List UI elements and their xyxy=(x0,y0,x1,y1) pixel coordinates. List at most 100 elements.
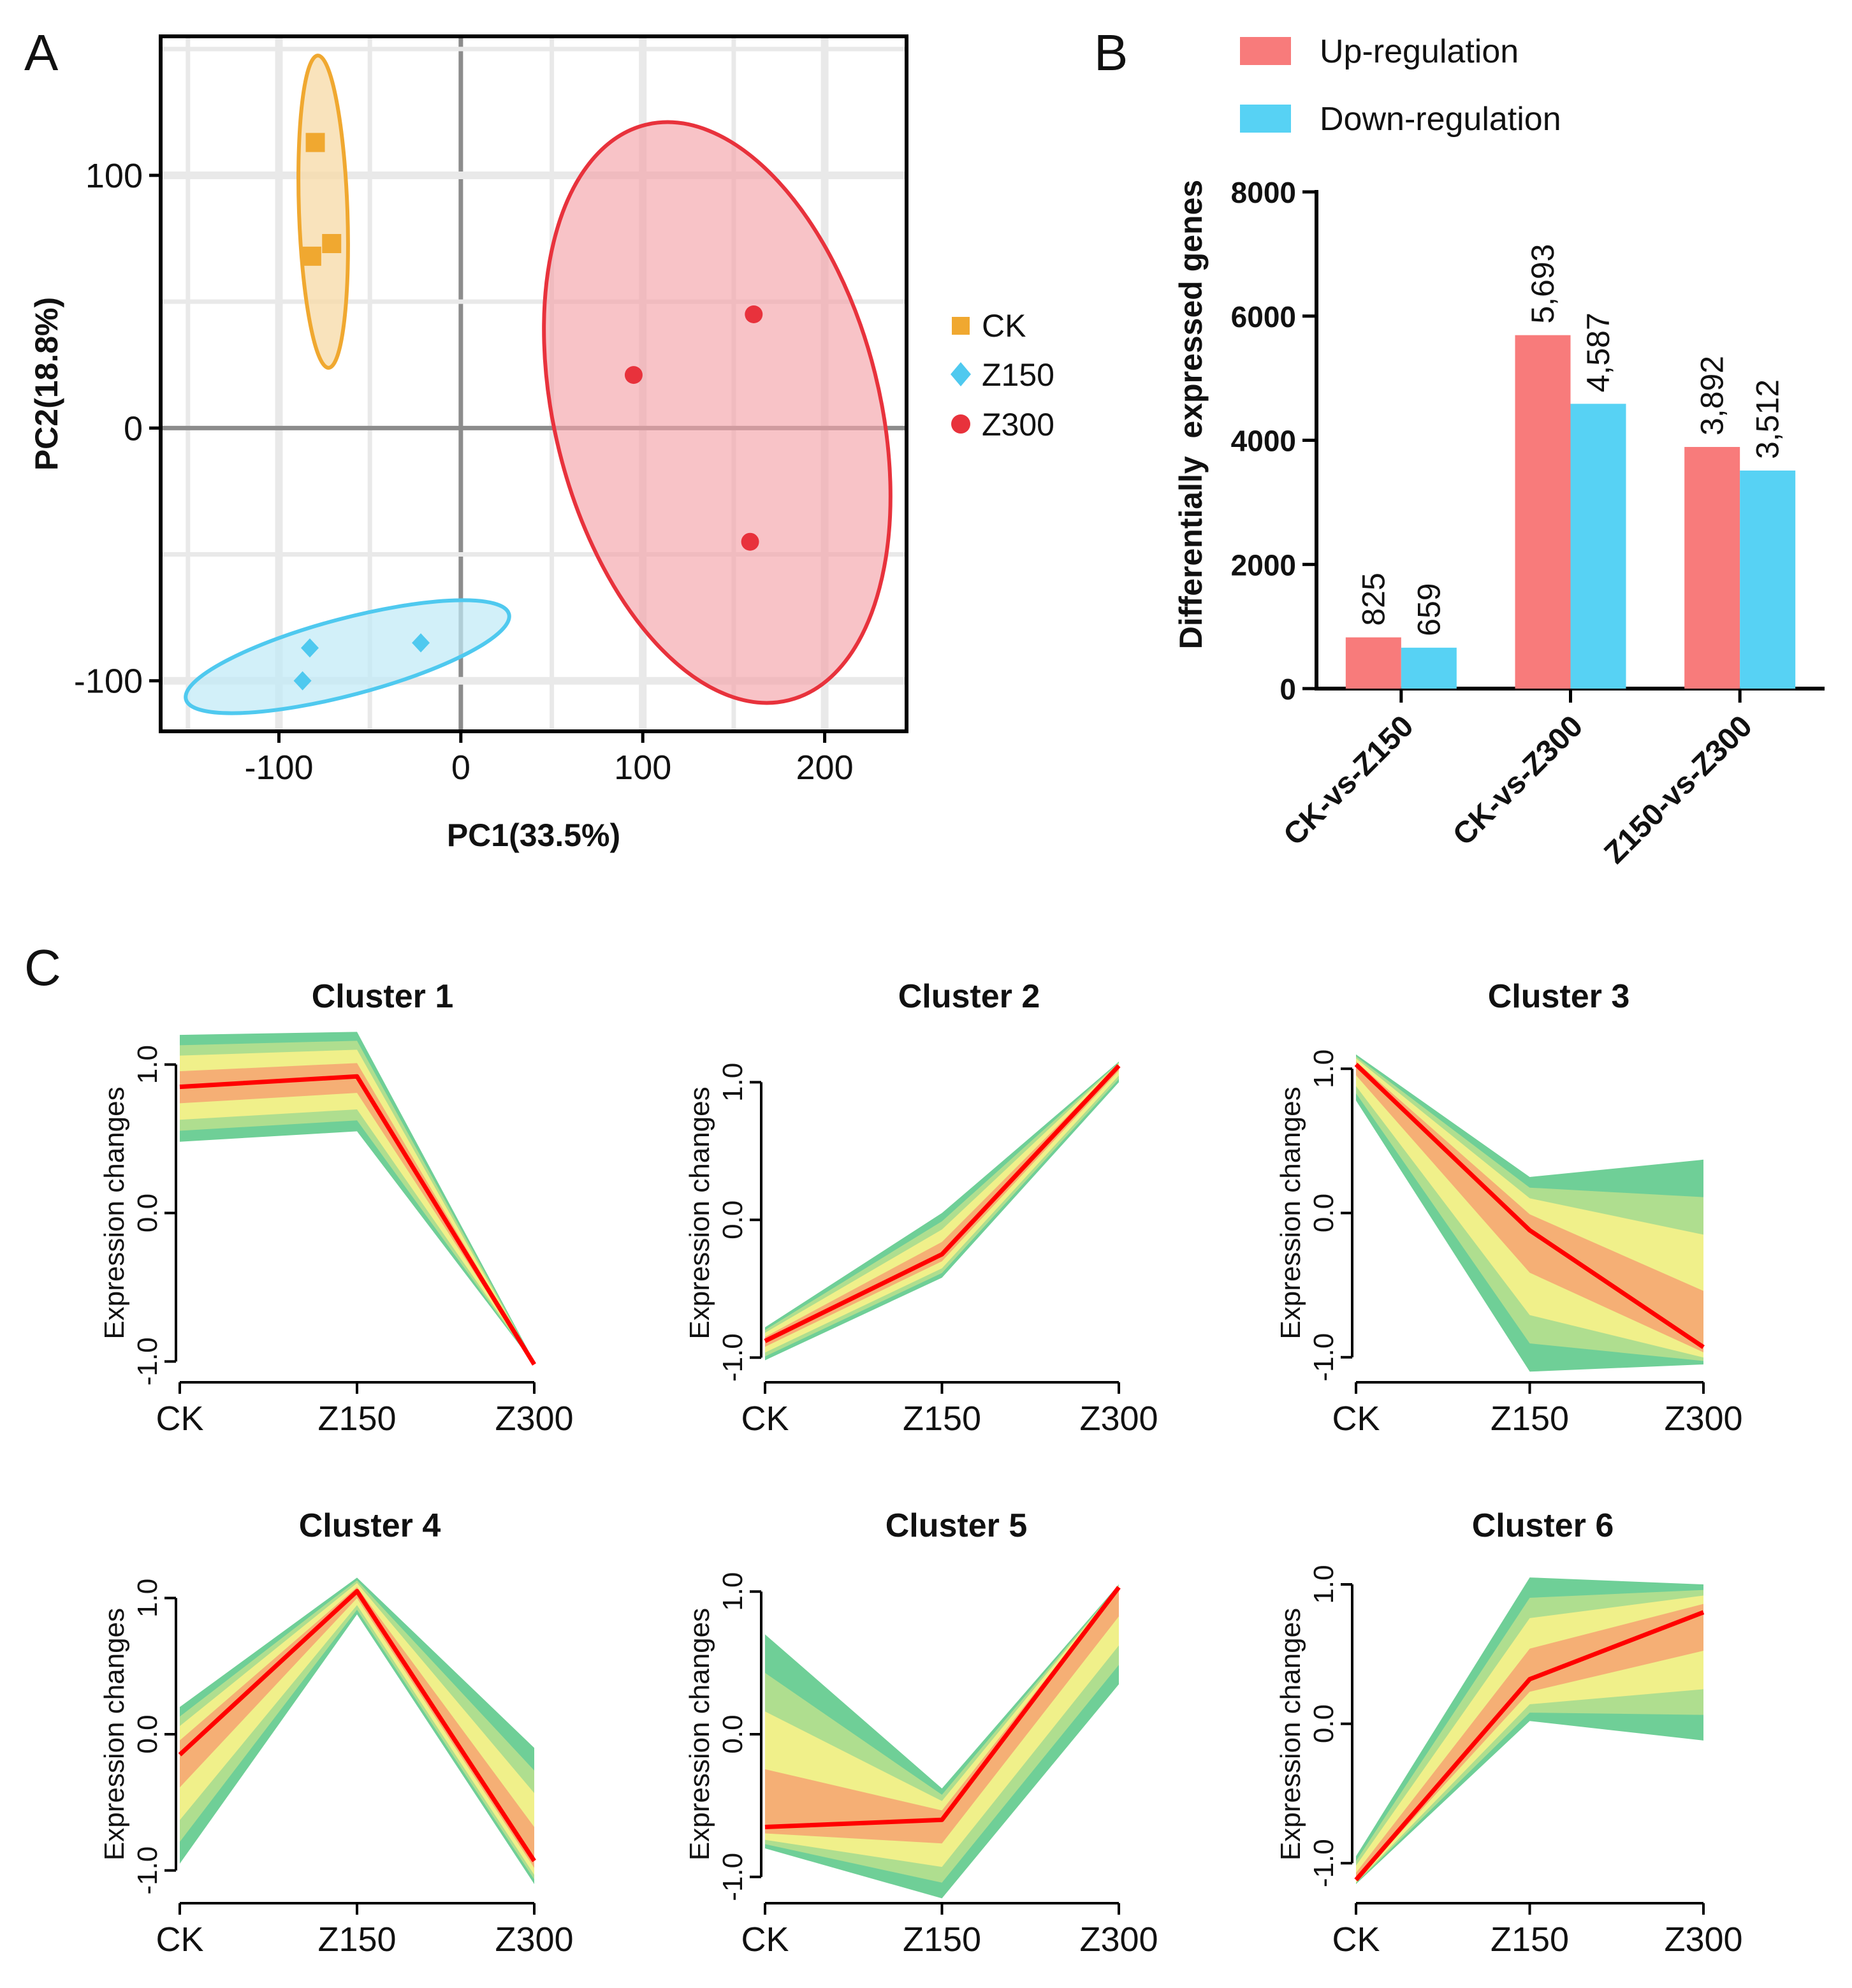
cluster-y-tick-label: -1.0 xyxy=(717,1853,748,1901)
cluster-x-tick-label: CK xyxy=(1332,1400,1380,1438)
legend-down-label: Down-regulation xyxy=(1320,101,1561,138)
legend-ck-marker xyxy=(952,317,970,335)
point-ck xyxy=(322,234,342,254)
bar-y-tick-label: 2000 xyxy=(1231,548,1296,581)
cluster-y-axis-label: Expression changes xyxy=(99,1086,130,1339)
cluster-band-yellow xyxy=(180,1582,534,1875)
cluster-y-axis-label: Expression changes xyxy=(684,1086,715,1339)
cluster-band-orange xyxy=(1356,1604,1703,1882)
legend-z150-marker xyxy=(951,362,971,386)
cluster-x-tick-label: CK xyxy=(741,1400,789,1438)
cluster-y-tick-label: 0.0 xyxy=(1308,1704,1339,1743)
cluster-y-tick-label: 1.0 xyxy=(1308,1565,1339,1604)
pca-x-tick-label: 100 xyxy=(614,749,671,787)
pca-x-tick-label: 200 xyxy=(796,749,854,787)
bar-y-axis-label: Differentially expressed genes xyxy=(1173,180,1209,649)
legend-ck-label: CK xyxy=(982,308,1026,344)
pca-points xyxy=(293,133,763,691)
cluster-title: Cluster 6 xyxy=(1472,1507,1614,1544)
cluster-band-orange xyxy=(765,1064,1119,1347)
legend-up-swatch xyxy=(1240,37,1291,65)
legend-z300-marker xyxy=(951,414,970,434)
cluster-centroid-line xyxy=(764,1586,1121,1829)
legend-down-swatch xyxy=(1240,105,1291,133)
bar-y-tick-label: 0 xyxy=(1280,673,1296,706)
bar-value-label: 3,512 xyxy=(1750,379,1786,459)
point-z150 xyxy=(293,671,312,691)
cluster-x-tick-label: Z150 xyxy=(1491,1920,1569,1959)
panel-label-a: A xyxy=(24,24,59,81)
point-z150 xyxy=(412,633,430,653)
pca-ellipses xyxy=(184,54,893,715)
cluster-x-tick-label: Z150 xyxy=(903,1920,981,1959)
cluster-x-tick-label: Z300 xyxy=(1664,1920,1742,1959)
cluster-y-tick-label: 0.0 xyxy=(717,1714,748,1753)
bar-y-tick-label: 6000 xyxy=(1231,300,1296,333)
cluster-x-tick-label: Z300 xyxy=(1079,1920,1158,1959)
point-z300 xyxy=(741,532,759,551)
cluster-y-axis-label: Expression changes xyxy=(1275,1608,1306,1860)
bar-down xyxy=(1570,404,1626,689)
cluster-x-tick-label: Z300 xyxy=(1664,1400,1742,1438)
cluster-centroid-line xyxy=(179,1074,536,1366)
cluster-title: Cluster 3 xyxy=(1488,978,1630,1015)
bar-x-tick-label: Z150-vs-Z300 xyxy=(1598,709,1759,870)
deg-bar-chart: Up-regulation Down-regulation 0 2000 4000 6… xyxy=(1173,33,1825,870)
legend-z150-label: Z150 xyxy=(982,357,1054,393)
cluster-title: Cluster 1 xyxy=(312,978,454,1015)
cluster-x-tick-label: Z150 xyxy=(317,1400,396,1438)
cluster-y-tick-label: -1.0 xyxy=(717,1333,748,1382)
cluster-centroid-line xyxy=(1354,1062,1705,1349)
cluster-x-tick-label: Z150 xyxy=(317,1920,396,1959)
cluster-x-tick-label: Z150 xyxy=(903,1400,981,1438)
cluster-band-mid-green xyxy=(180,1041,534,1364)
pca-y-tick-label: 0 xyxy=(124,409,143,448)
bar-rects xyxy=(1345,335,1796,689)
pca-chart: -100 0 100 200 -100 0 100 PC1(33.5%) PC2(18.8%… xyxy=(29,34,1054,853)
bar-y-tick-label: 4000 xyxy=(1231,425,1296,458)
cluster-band-orange xyxy=(180,1063,534,1364)
cluster-band-orange xyxy=(1356,1061,1703,1352)
cluster-x-tick-label: CK xyxy=(156,1920,203,1959)
cluster-x-tick-label: Z300 xyxy=(1079,1400,1158,1438)
pca-ticks: -100 0 100 200 -100 0 100 xyxy=(74,157,854,787)
cluster-y-axis-label: Expression changes xyxy=(99,1608,130,1860)
bar-value-labels: 825 659 5,693 4,587 3,892 3,512 xyxy=(1355,244,1785,636)
cluster-y-tick-label: 0.0 xyxy=(132,1194,163,1232)
cluster-x-tick-label: Z300 xyxy=(495,1920,573,1959)
cluster-y-tick-label: 0.0 xyxy=(717,1201,748,1239)
cluster-y-tick-label: 0.0 xyxy=(132,1714,163,1753)
cluster-y-tick-label: 1.0 xyxy=(717,1572,748,1611)
pca-y-tick-label: -100 xyxy=(74,662,143,701)
pca-x-axis-label: PC1(33.5%) xyxy=(447,817,620,853)
cluster-title: Cluster 2 xyxy=(898,978,1040,1015)
point-ck xyxy=(302,246,321,266)
panel-label-b: B xyxy=(1094,24,1128,81)
cluster-centroid-line xyxy=(1354,1610,1705,1882)
ellipse-z150 xyxy=(184,598,511,715)
cluster-y-tick-label: 1.0 xyxy=(717,1063,748,1102)
cluster-title: Cluster 4 xyxy=(299,1507,441,1544)
pca-x-tick-label: 0 xyxy=(451,749,470,787)
bar-value-label: 825 xyxy=(1355,573,1391,625)
cluster-title: Cluster 5 xyxy=(886,1507,1028,1544)
cluster-x-tick-label: Z300 xyxy=(495,1400,573,1438)
point-z300 xyxy=(745,305,763,323)
cluster-band-orange xyxy=(765,1586,1119,1844)
bar-value-label: 5,693 xyxy=(1525,244,1561,324)
cluster-centroid-line xyxy=(764,1064,1121,1343)
cluster-y-axis-label: Expression changes xyxy=(684,1608,715,1860)
cluster-y-tick-label: 1.0 xyxy=(1308,1049,1339,1088)
bar-up xyxy=(1684,447,1740,689)
bar-value-label: 3,892 xyxy=(1695,356,1730,435)
pca-frame xyxy=(159,34,908,733)
bar-x-tick-label: CK-vs-Z300 xyxy=(1447,709,1589,852)
bar-value-label: 4,587 xyxy=(1580,312,1616,392)
